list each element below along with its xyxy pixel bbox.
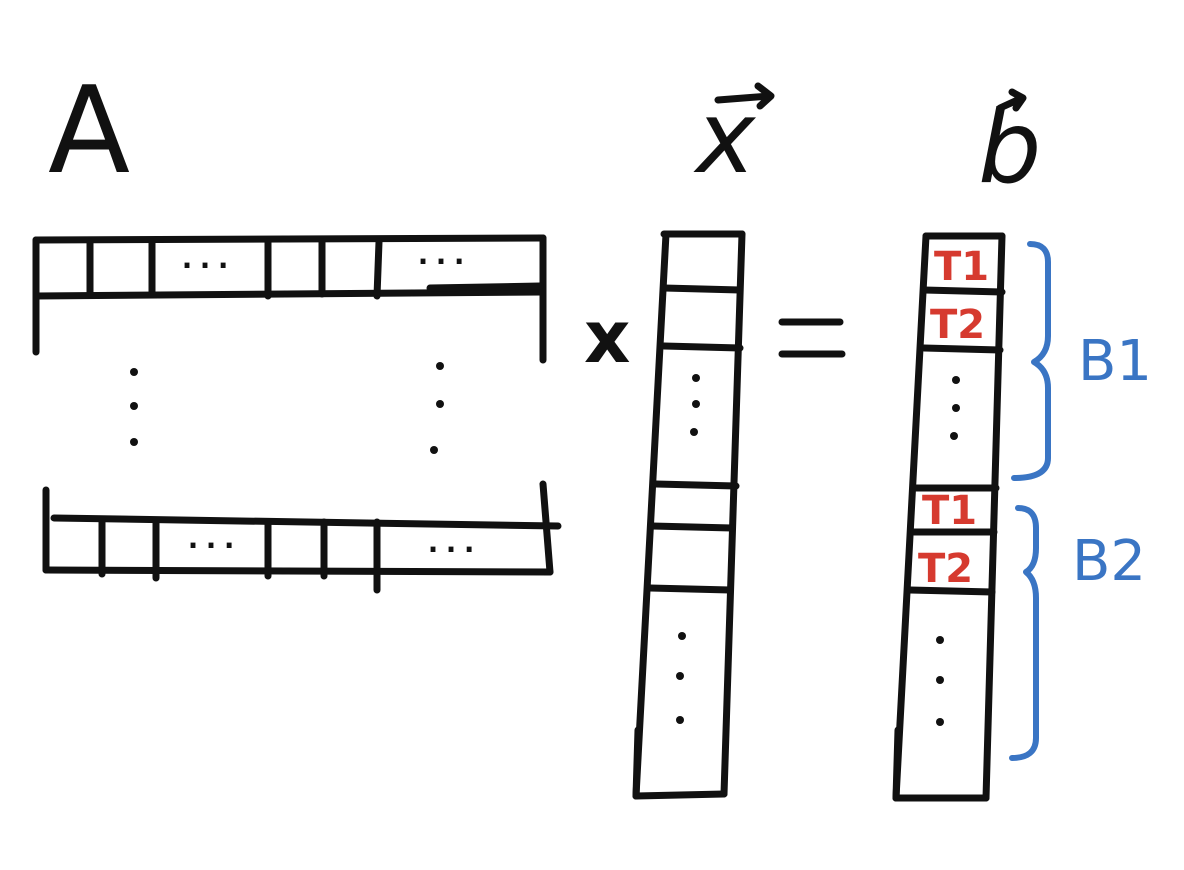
row-cell-ellipsis: ··· bbox=[414, 245, 468, 280]
matrix-a-bottom-row: ··· ··· bbox=[42, 480, 562, 594]
thread-label-t2: T2 bbox=[918, 546, 973, 592]
multiply-sign: x bbox=[584, 295, 630, 379]
vector-b-column bbox=[892, 232, 1006, 802]
vector-b-arrow bbox=[996, 88, 1027, 112]
thread-label-t2: T2 bbox=[930, 302, 985, 348]
matrix-a-top-row: ··· ··· bbox=[32, 234, 547, 364]
block-brace-b2 bbox=[1009, 505, 1039, 761]
vector-x-arrow bbox=[714, 82, 775, 110]
matrix-a-vertical-ellipsis bbox=[130, 362, 444, 454]
thread-label-t1: T1 bbox=[922, 488, 977, 534]
vector-b-label: b bbox=[978, 89, 1041, 206]
row-cell-ellipsis: ··· bbox=[178, 249, 232, 284]
matrix-a-label: A bbox=[48, 62, 130, 201]
row-cell-ellipsis: ··· bbox=[184, 529, 238, 564]
block-label-b1: B1 bbox=[1078, 329, 1152, 394]
vector-x-column bbox=[632, 230, 746, 800]
equals-sign bbox=[778, 318, 846, 358]
row-cell-ellipsis: ··· bbox=[424, 533, 478, 568]
block-label-b2: B2 bbox=[1072, 529, 1146, 594]
thread-label-t1: T1 bbox=[934, 244, 989, 290]
block-brace-b1 bbox=[1011, 241, 1051, 481]
